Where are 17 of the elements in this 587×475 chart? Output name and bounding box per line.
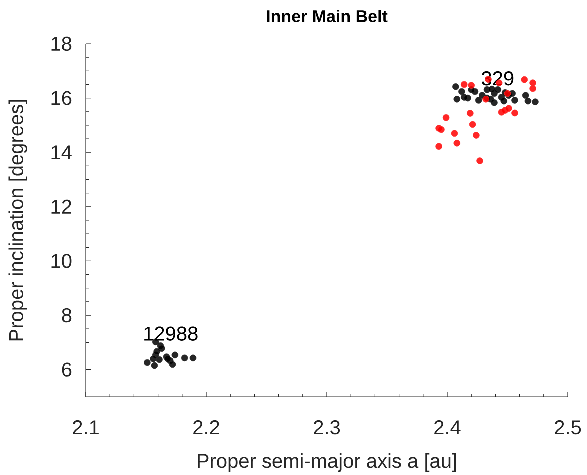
x-tick-label: 2.1 bbox=[73, 420, 99, 434]
y-tick-label: 16 bbox=[52, 90, 72, 106]
y-tick-label: 8 bbox=[62, 308, 72, 322]
annotation: 12988 bbox=[144, 326, 198, 341]
y-tick-label: 12 bbox=[52, 200, 72, 214]
x-tick-label: 2.5 bbox=[555, 420, 582, 434]
x-tick-label: 2.2 bbox=[194, 420, 220, 434]
y-tick-label: 6 bbox=[62, 362, 72, 377]
y-tick-label: 14 bbox=[52, 145, 72, 160]
y-tick-label: 10 bbox=[52, 254, 72, 268]
annotation: 329 bbox=[482, 71, 514, 86]
y-axis-title: Proper inclination [degrees] bbox=[8, 100, 28, 340]
y-tick-label: 18 bbox=[52, 36, 72, 51]
x-tick-label: 2.4 bbox=[434, 420, 461, 434]
chart-title: Inner Main Belt bbox=[267, 10, 388, 22]
x-axis-title: Proper semi-major axis a [au] bbox=[198, 453, 456, 472]
x-tick-label: 2.3 bbox=[314, 420, 340, 434]
